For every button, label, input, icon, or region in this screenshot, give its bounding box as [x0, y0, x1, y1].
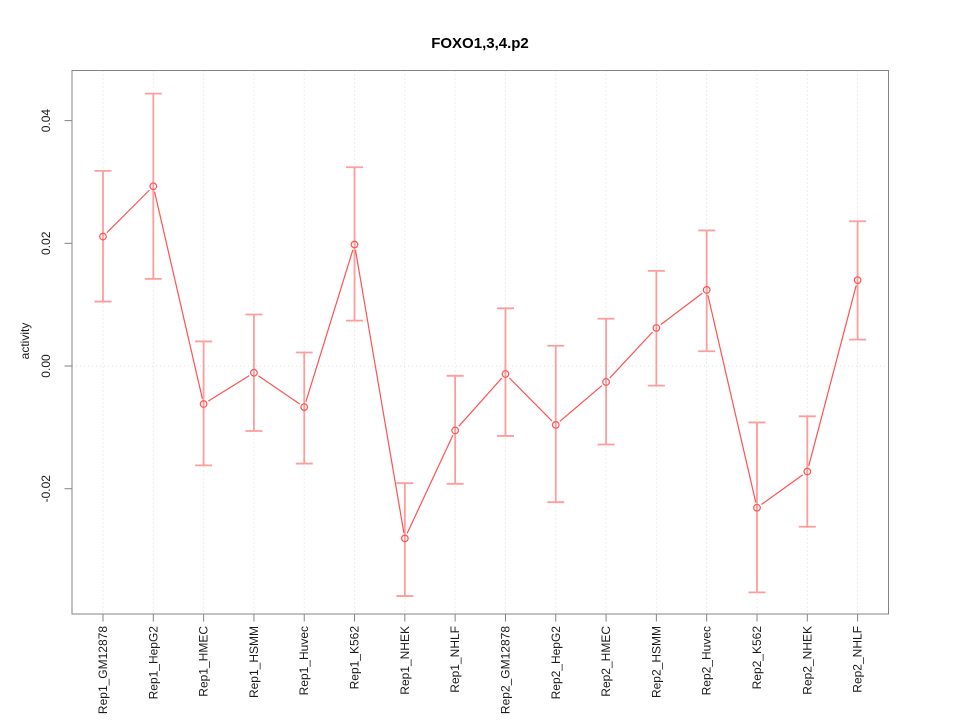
- x-tick-label: Rep1_NHLF: [448, 626, 462, 693]
- series-segment: [660, 292, 703, 326]
- series-segment: [305, 249, 354, 403]
- series-segment: [761, 474, 804, 505]
- series-segment: [609, 331, 654, 379]
- x-tick-label: Rep1_GM12878: [96, 626, 110, 714]
- series-segment: [458, 377, 503, 427]
- series-segment: [406, 435, 454, 534]
- data-point: [551, 420, 560, 429]
- series-segment: [354, 249, 405, 534]
- data-point: [753, 503, 761, 512]
- series-segment: [559, 385, 603, 422]
- x-tick-label: Rep1_Huvec: [297, 626, 311, 695]
- data-point: [149, 182, 158, 191]
- series-segment: [153, 191, 203, 399]
- x-tick-label: Rep2_K562: [750, 626, 764, 690]
- y-tick-label: -0.02: [39, 475, 53, 503]
- x-tick-label: Rep2_GM12878: [498, 626, 512, 714]
- series-segment: [707, 295, 757, 503]
- data-point: [451, 426, 460, 435]
- plot-area: 0.04 0.02 0.00 -0.02 Rep1_GM12878 Rep1_HepG2 R…: [39, 70, 889, 714]
- series-segment: [508, 377, 553, 422]
- chart-title: FOXO1,3,4.p2: [431, 35, 529, 52]
- y-axis-label: activity: [18, 323, 32, 360]
- data-point: [803, 467, 812, 476]
- data-point: [501, 370, 510, 378]
- x-tick-label: Rep2_HMEC: [599, 626, 613, 697]
- series-segment: [207, 375, 250, 402]
- series-segment: [106, 189, 150, 234]
- data-point: [99, 232, 107, 241]
- y-tick-label: 0.00: [39, 354, 53, 378]
- x-tick-label: Rep2_HSMM: [649, 626, 663, 698]
- data-point: [602, 378, 610, 386]
- data-point: [199, 400, 208, 408]
- data-point: [400, 534, 409, 543]
- x-tick-label: Rep2_NHLF: [851, 626, 865, 693]
- x-tick-label: Rep2_HepG2: [549, 626, 563, 700]
- x-tick-label: Rep1_K562: [348, 626, 362, 690]
- x-tick-label: Rep1_HSMM: [247, 626, 261, 698]
- x-tick-label: Rep1_HepG2: [146, 626, 160, 700]
- plot-border: [71, 70, 889, 615]
- x-tick-label: Rep1_HMEC: [197, 626, 211, 697]
- series-segment: [808, 285, 857, 467]
- y-tick-label: 0.04: [39, 109, 53, 133]
- data-point: [702, 286, 711, 294]
- y-tick-label: 0.02: [39, 231, 53, 255]
- data-point: [350, 240, 359, 249]
- x-tick-label: Rep1_NHEK: [398, 626, 412, 695]
- x-tick-label: Rep2_NHEK: [800, 626, 814, 695]
- x-tick-label: Rep2_Huvec: [700, 626, 714, 695]
- series-segment: [258, 375, 301, 405]
- data-point: [250, 368, 258, 377]
- data-point: [853, 276, 862, 285]
- data-point: [300, 403, 309, 412]
- data-point: [652, 324, 661, 332]
